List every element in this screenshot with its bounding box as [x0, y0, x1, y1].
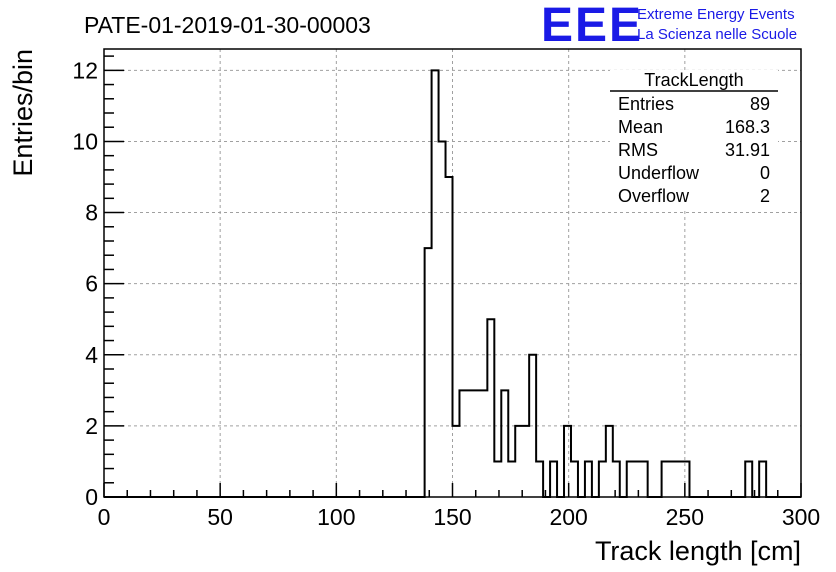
stats-label-underflow: Underflow — [618, 163, 700, 183]
x-tick-label: 150 — [433, 504, 471, 530]
axis-ticks — [103, 55, 802, 498]
y-tick-labels: 0 2 4 6 8 10 12 — [72, 57, 98, 510]
stats-label-entries: Entries — [618, 94, 674, 114]
x-tick-label: 0 — [98, 504, 111, 530]
x-tick-label: 50 — [207, 504, 233, 530]
eee-logo-line1: Extreme Energy Events — [637, 6, 795, 23]
x-tick-labels: 0 50 100 150 200 250 300 — [98, 504, 821, 530]
x-tick-label: 100 — [317, 504, 355, 530]
stats-value-overflow: 2 — [760, 186, 770, 206]
stats-box-title: TrackLength — [644, 70, 743, 90]
y-axis-label: Entries/bin — [8, 49, 38, 177]
x-tick-label: 250 — [666, 504, 704, 530]
eee-logo: EEE Extreme Energy Events La Scienza nel… — [541, 0, 797, 52]
eee-logo-letters: EEE — [541, 0, 643, 52]
stats-label-rms: RMS — [618, 140, 658, 160]
chart-title: PATE-01-2019-01-30-00003 — [84, 12, 371, 38]
y-tick-label: 0 — [85, 484, 98, 510]
stats-label-mean: Mean — [618, 117, 663, 137]
stats-value-underflow: 0 — [760, 163, 770, 183]
stats-box: TrackLength Entries 89 Mean 168.3 RMS 31… — [610, 70, 778, 210]
y-tick-label: 2 — [85, 413, 98, 439]
x-axis-label: Track length [cm] — [595, 536, 801, 566]
y-tick-label: 10 — [72, 128, 98, 154]
stats-value-rms: 31.91 — [725, 140, 770, 160]
stats-value-mean: 168.3 — [725, 117, 770, 137]
stats-box-background — [610, 70, 778, 210]
eee-logo-line2: La Scienza nelle Scuole — [637, 26, 797, 43]
stats-value-entries: 89 — [750, 94, 770, 114]
x-tick-label: 200 — [549, 504, 587, 530]
y-tick-label: 12 — [72, 57, 98, 83]
y-tick-label: 8 — [85, 200, 98, 226]
x-tick-label: 300 — [782, 504, 820, 530]
stats-label-overflow: Overflow — [618, 186, 690, 206]
y-tick-label: 6 — [85, 271, 98, 297]
y-tick-label: 4 — [85, 342, 98, 368]
